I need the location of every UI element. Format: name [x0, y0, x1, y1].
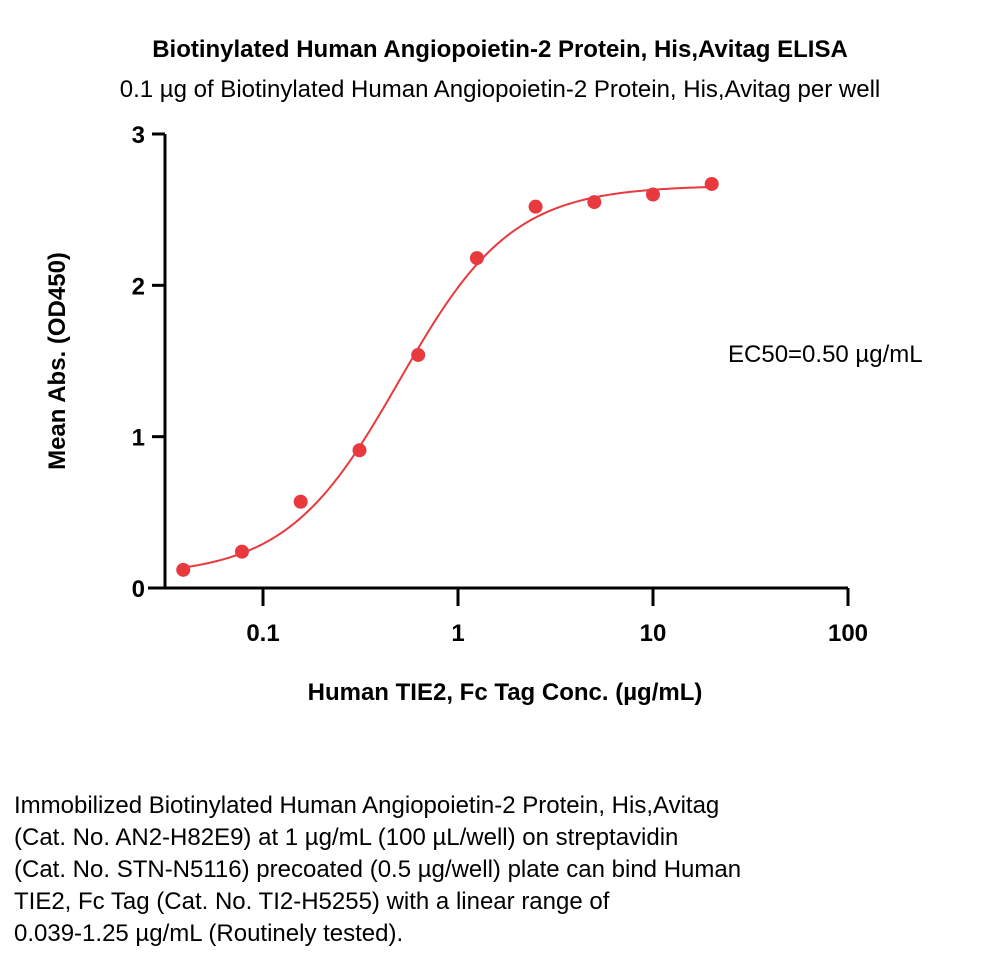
- y-tick-label: 1: [132, 425, 145, 452]
- x-axis-label: Human TIE2, Fc Tag Conc. (µg/mL): [308, 679, 703, 706]
- ec50-annotation: EC50=0.50 µg/mL: [728, 341, 923, 368]
- data-points: [176, 176, 719, 577]
- caption-line: (Cat. No. STN-N5116) precoated (0.5 µg/w…: [14, 856, 742, 883]
- data-point: [528, 199, 543, 214]
- x-tick-label: 100: [828, 620, 868, 647]
- x-tick-label: 10: [640, 620, 667, 647]
- data-point: [293, 494, 308, 509]
- data-point: [411, 347, 426, 362]
- caption-line: TIE2, Fc Tag (Cat. No. TI2-H5255) with a…: [14, 888, 610, 915]
- fit-curve: [183, 185, 712, 569]
- caption-line: Immobilized Biotinylated Human Angiopoie…: [14, 792, 720, 819]
- x-tick-label: 0.1: [246, 620, 279, 647]
- caption-line: 0.039-1.25 µg/mL (Routinely tested).: [14, 920, 404, 947]
- caption-line: (Cat. No. AN2-H82E9) at 1 µg/mL (100 µL/…: [14, 824, 679, 851]
- data-point: [469, 251, 484, 266]
- elisa-chart: 0 1 2 3 0.1 1 10 100 EC50=0.50 µg/mL Human TIE2…: [44, 122, 923, 706]
- axes: 0 1 2 3 0.1 1 10 100: [132, 122, 868, 647]
- y-tick-label: 0: [132, 576, 145, 603]
- figure-caption: Immobilized Biotinylated Human Angiopoie…: [14, 790, 974, 950]
- data-point: [704, 176, 719, 191]
- chart-subtitle: 0.1 µg of Biotinylated Human Angiopoieti…: [119, 76, 881, 103]
- y-tick-label: 2: [132, 273, 145, 300]
- data-point: [587, 195, 602, 210]
- data-point: [646, 187, 660, 202]
- x-tick-label: 1: [451, 620, 464, 647]
- chart-title: Biotinylated Human Angiopoietin-2 Protei…: [152, 36, 848, 63]
- data-point: [234, 544, 249, 559]
- y-axis-label: Mean Abs. (OD450): [44, 252, 71, 470]
- data-point: [352, 443, 367, 458]
- y-tick-label: 3: [132, 122, 145, 149]
- data-point: [176, 562, 191, 577]
